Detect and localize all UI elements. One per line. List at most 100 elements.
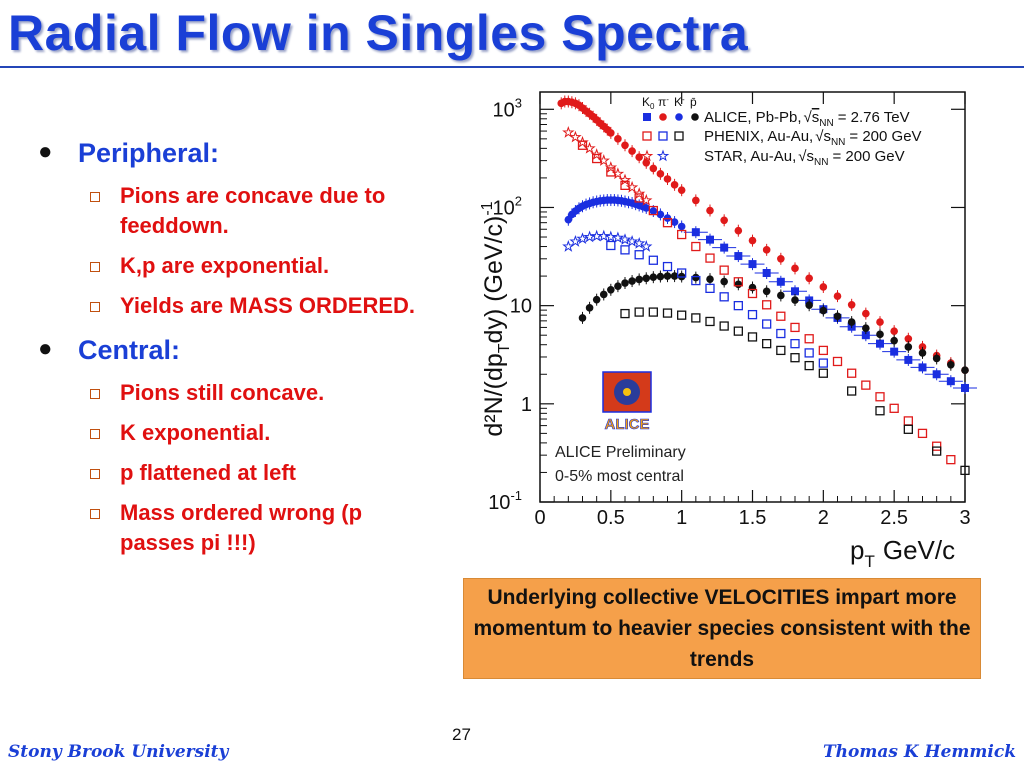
data-point (635, 275, 643, 284)
data-point (847, 318, 856, 326)
alice-logo-core (623, 388, 631, 396)
legend: K0 π- K-p̄ ALICE, Pb-Pb, √sNN = 2.76 TeV PHE… (640, 95, 922, 168)
data-point (691, 313, 701, 323)
data-point (861, 380, 871, 390)
data-point (656, 170, 665, 178)
data-point (777, 255, 785, 263)
data-point (640, 149, 654, 162)
x-tick-label: 2.5 (880, 507, 908, 529)
data-point (932, 354, 941, 363)
data-point (607, 286, 615, 294)
data-point (691, 241, 701, 252)
x-tick-label: 1 (676, 507, 687, 529)
sub-bullet-text: p flattened at left (120, 460, 297, 485)
footer-university: Stony Brook University (8, 742, 229, 762)
data-point (904, 343, 913, 351)
data-point (762, 246, 771, 254)
data-point (656, 272, 665, 281)
data-point (677, 186, 686, 194)
data-point (583, 141, 596, 154)
data-point (663, 272, 672, 280)
legend-entry-phenix: PHENIX, Au-Au, √sNN = 200 GeV (704, 128, 922, 148)
data-point (670, 218, 679, 226)
x-tick-label: 2 (818, 507, 829, 529)
data-point (611, 231, 625, 244)
square-bullet-icon (90, 509, 100, 519)
data-point (832, 356, 843, 367)
sub-bullet-text: Pions are concave due to feeddown. (120, 183, 386, 238)
legend-entry-star: STAR, Au-Au, √sNN = 200 GeV (704, 148, 905, 168)
bullet-dot-icon: ● (38, 335, 53, 362)
sub-bullet: Mass ordered wrong (p passes pi !!!) (34, 498, 434, 558)
data-point (621, 141, 629, 150)
data-point (662, 261, 673, 272)
data-point (790, 353, 800, 363)
data-point (819, 283, 828, 291)
legend-species-header: K0 π- K-p̄ (642, 95, 697, 111)
data-point (904, 355, 913, 364)
data-point (762, 269, 771, 278)
data-point (776, 311, 786, 321)
data-point (635, 153, 643, 162)
data-point (804, 334, 814, 344)
data-point (805, 274, 813, 283)
bullet-text: Central: (78, 335, 181, 365)
data-point (847, 386, 857, 396)
data-point (611, 167, 625, 180)
square-bullet-icon (90, 429, 100, 439)
data-point (762, 319, 772, 329)
data-point (577, 140, 588, 150)
sub-bullet-text: K exponential. (120, 420, 271, 445)
data-point (932, 441, 942, 451)
data-point (876, 318, 884, 326)
data-point (634, 250, 644, 260)
data-point (648, 255, 658, 265)
data-point (748, 283, 757, 292)
data-point (592, 153, 602, 164)
data-point (720, 216, 728, 225)
data-point (733, 277, 743, 287)
alice-logo-text: ALICE (605, 416, 650, 433)
data-point (705, 283, 715, 294)
x-tick-label: 0 (534, 507, 545, 529)
data-point (833, 312, 842, 321)
data-point (876, 330, 884, 339)
data-point (719, 292, 729, 302)
data-point (706, 275, 714, 283)
data-point (675, 113, 683, 121)
data-point (847, 300, 856, 309)
title-divider (0, 66, 1024, 68)
data-point (747, 309, 758, 320)
bullet-dot-icon: ● (38, 138, 53, 165)
data-point (960, 465, 970, 476)
data-point (659, 113, 667, 121)
data-point (918, 343, 927, 351)
sub-bullet: Pions are concave due to feeddown. (34, 181, 434, 241)
data-point (804, 348, 814, 358)
callout-box: Underlying collective VELOCITIES impart … (463, 578, 981, 679)
data-point (734, 252, 743, 261)
data-point (719, 265, 729, 275)
data-point (640, 193, 653, 206)
data-point (599, 290, 608, 299)
data-point (614, 282, 622, 290)
data-point (656, 149, 670, 162)
data-point (691, 275, 701, 286)
data-point (706, 206, 714, 215)
data-point (658, 131, 668, 141)
data-point (578, 314, 587, 322)
square-bullet-icon (90, 389, 100, 399)
y-tick-label: 102 (493, 193, 522, 219)
data-point (607, 129, 615, 137)
data-point (677, 310, 687, 320)
data-point (790, 322, 800, 333)
sub-bullet: Pions still concave. (34, 378, 434, 408)
y-tick-label: 10-1 (488, 488, 522, 514)
data-point (791, 287, 799, 296)
data-point (932, 370, 941, 379)
y-tick-labels: 10-1 1 10 102 103 (488, 95, 532, 514)
y-tick-label: 1 (521, 394, 532, 416)
x-tick-label: 0.5 (597, 507, 625, 529)
sub-bullet: K exponential. (34, 418, 434, 448)
data-point (804, 360, 814, 371)
